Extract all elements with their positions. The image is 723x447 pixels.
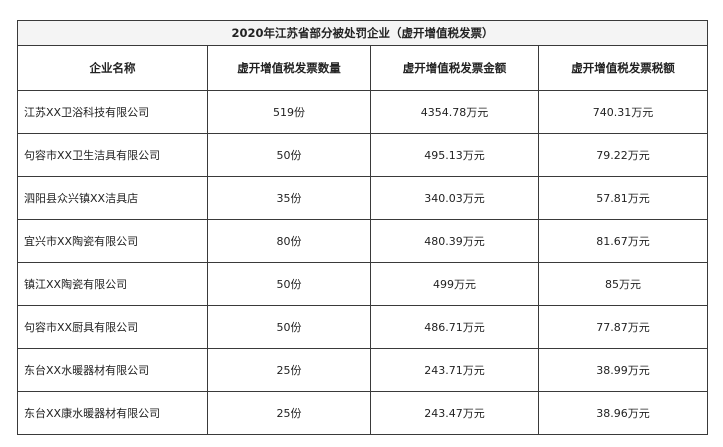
penalty-table: 2020年江苏省部分被处罚企业（虚开增值税发票） 企业名称 虚开增值税发票数量 …: [16, 20, 709, 435]
table-title: 2020年江苏省部分被处罚企业（虚开增值税发票）: [16, 20, 709, 46]
header-invoice-tax: 虚开增值税发票税额: [537, 45, 709, 91]
invoice-amount-cell: 499万元: [370, 262, 539, 306]
invoice-tax-cell: 77.87万元: [537, 305, 709, 349]
invoice-amount-cell: 4354.78万元: [370, 90, 539, 134]
header-invoice-count: 虚开增值税发票数量: [207, 45, 371, 91]
table-row: 句容市XX卫生洁具有限公司 50份 495.13万元 79.22万元: [17, 133, 709, 177]
invoice-amount-cell: 486.71万元: [370, 305, 539, 349]
invoice-count-cell: 35份: [207, 176, 371, 220]
company-name-cell: 东台XX水暖器材有限公司: [17, 348, 208, 392]
invoice-count-cell: 25份: [207, 348, 371, 392]
header-invoice-amount: 虚开增值税发票金额: [370, 45, 539, 91]
table-row: 镇江XX陶瓷有限公司 50份 499万元 85万元: [17, 262, 709, 306]
invoice-tax-cell: 79.22万元: [537, 133, 709, 177]
table-header-row: 企业名称 虚开增值税发票数量 虚开增值税发票金额 虚开增值税发票税额: [17, 45, 709, 91]
invoice-amount-cell: 243.47万元: [370, 391, 539, 435]
invoice-tax-cell: 81.67万元: [537, 219, 709, 263]
invoice-tax-cell: 57.81万元: [537, 176, 709, 220]
invoice-amount-cell: 495.13万元: [370, 133, 539, 177]
company-name-cell: 宜兴市XX陶瓷有限公司: [17, 219, 208, 263]
company-name-cell: 镇江XX陶瓷有限公司: [17, 262, 208, 306]
invoice-count-cell: 519份: [207, 90, 371, 134]
table-row: 江苏XX卫浴科技有限公司 519份 4354.78万元 740.31万元: [17, 90, 709, 134]
table-row: 宜兴市XX陶瓷有限公司 80份 480.39万元 81.67万元: [17, 219, 709, 263]
invoice-count-cell: 50份: [207, 133, 371, 177]
invoice-tax-cell: 740.31万元: [537, 90, 709, 134]
invoice-count-cell: 80份: [207, 219, 371, 263]
invoice-amount-cell: 243.71万元: [370, 348, 539, 392]
header-company-name: 企业名称: [17, 45, 208, 91]
invoice-tax-cell: 38.96万元: [537, 391, 709, 435]
invoice-tax-cell: 38.99万元: [537, 348, 709, 392]
invoice-count-cell: 50份: [207, 305, 371, 349]
table-row: 东台XX康水暖器材有限公司 25份 243.47万元 38.96万元: [17, 391, 709, 435]
company-name-cell: 江苏XX卫浴科技有限公司: [17, 90, 208, 134]
table-title-row: 2020年江苏省部分被处罚企业（虚开增值税发票）: [16, 20, 709, 46]
invoice-amount-cell: 480.39万元: [370, 219, 539, 263]
invoice-count-cell: 25份: [207, 391, 371, 435]
table-row: 东台XX水暖器材有限公司 25份 243.71万元 38.99万元: [17, 348, 709, 392]
invoice-tax-cell: 85万元: [537, 262, 709, 306]
company-name-cell: 泗阳县众兴镇XX洁具店: [17, 176, 208, 220]
table-row: 泗阳县众兴镇XX洁具店 35份 340.03万元 57.81万元: [17, 176, 709, 220]
invoice-amount-cell: 340.03万元: [370, 176, 539, 220]
invoice-count-cell: 50份: [207, 262, 371, 306]
table-row: 句容市XX厨具有限公司 50份 486.71万元 77.87万元: [17, 305, 709, 349]
company-name-cell: 句容市XX厨具有限公司: [17, 305, 208, 349]
company-name-cell: 东台XX康水暖器材有限公司: [17, 391, 208, 435]
company-name-cell: 句容市XX卫生洁具有限公司: [17, 133, 208, 177]
